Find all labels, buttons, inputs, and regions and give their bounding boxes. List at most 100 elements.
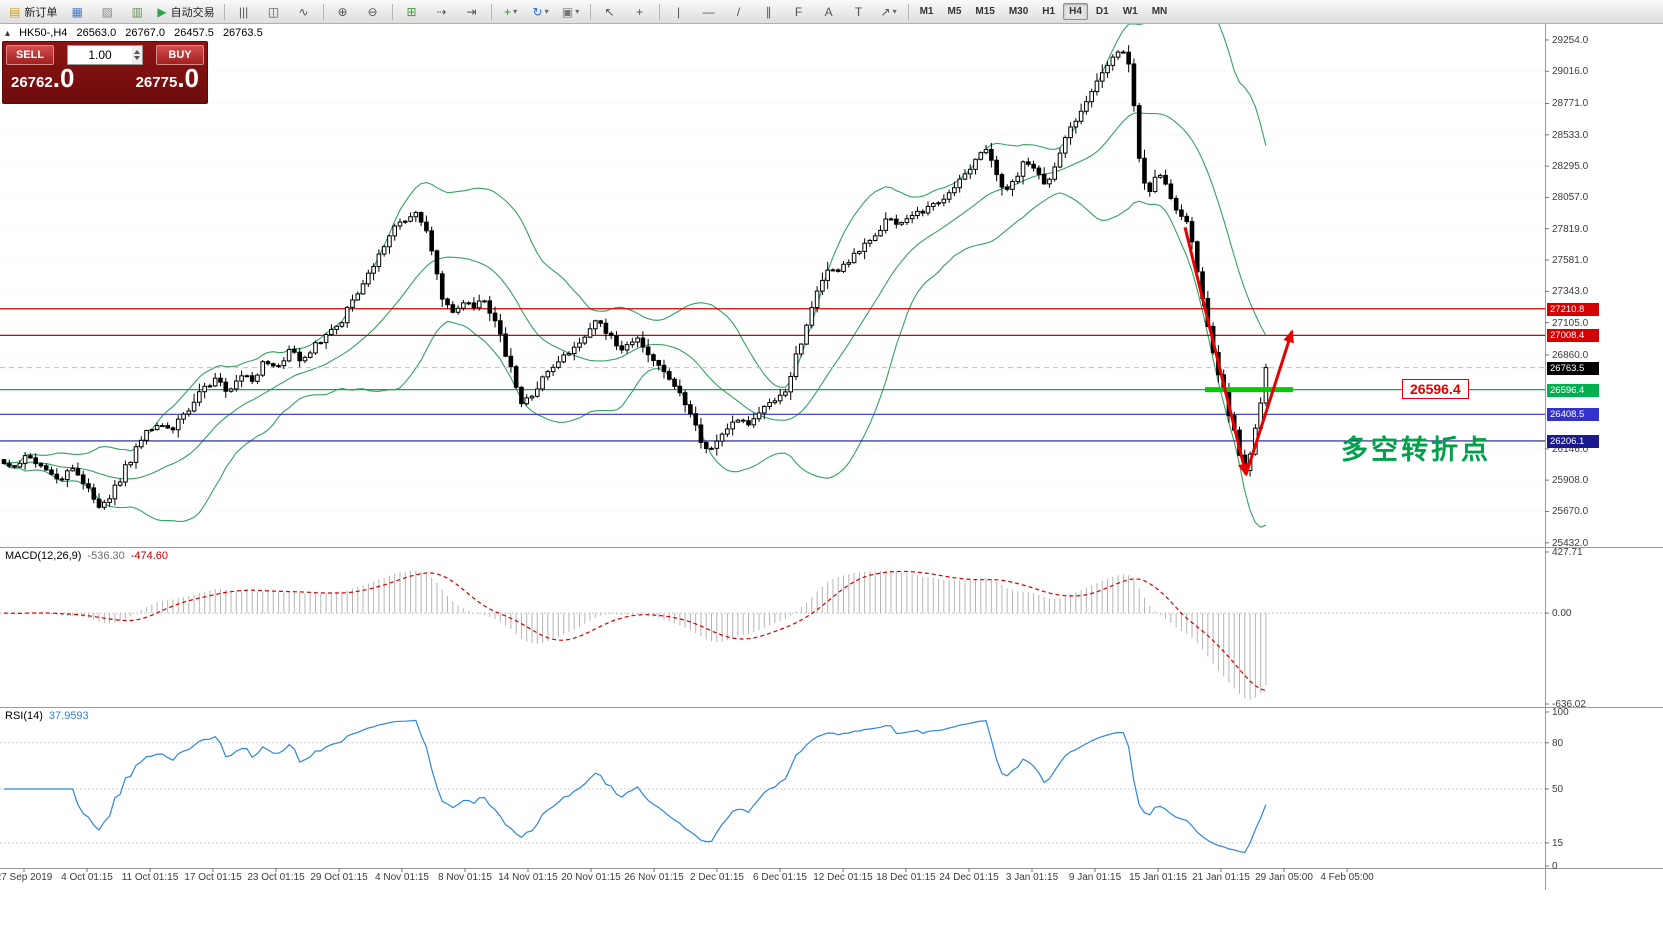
crosshair-icon-icon: + <box>636 4 644 19</box>
new-order-button-label: 新订单 <box>24 6 58 19</box>
text-icon-icon: A <box>824 4 833 19</box>
line-chart-icon-icon: ∿ <box>298 4 309 19</box>
sell-button[interactable]: SELL <box>6 45 54 65</box>
snapshot-icon-caret-icon[interactable]: ▾ <box>575 7 580 16</box>
one-click-collapse-icon[interactable]: ▴ <box>5 28 11 39</box>
volume-stepper[interactable] <box>67 45 143 65</box>
buy-button[interactable]: BUY <box>156 45 204 65</box>
auto-trading-button-label: 自动交易 <box>170 6 215 19</box>
auto-scroll-icon[interactable]: ⇢ <box>428 1 456 23</box>
timeframe-m30-button[interactable]: M30 <box>1008 6 1029 17</box>
add-indicator-button-caret-icon[interactable]: ▾ <box>513 7 518 16</box>
add-indicator-icon: + <box>504 4 512 19</box>
timeframe-h4-button[interactable]: H4 <box>1063 3 1088 20</box>
equidistant-channel-icon[interactable]: ∥ <box>755 1 783 23</box>
macd-indicator-label: MACD(12,26,9) -536.30 -474.60 <box>5 550 168 562</box>
one-click-trading-panel: SELL BUY 26762.0 26775.0 <box>2 41 208 104</box>
panel-separators-layer <box>0 24 1663 890</box>
price-callout-label[interactable]: 26596.4 <box>1402 379 1469 399</box>
ohlc-close: 26763.5 <box>222 27 263 39</box>
ohlc-open: 26563.0 <box>76 27 117 39</box>
volume-up-icon[interactable] <box>134 50 140 54</box>
arrows-tool-icon[interactable]: ↗ ▾ <box>875 1 903 23</box>
new-order-button[interactable]: ▤ 新订单 <box>5 1 61 23</box>
zoom-in-icon[interactable]: ⊕ <box>329 1 357 23</box>
buy-price-main: 26775 <box>135 74 178 91</box>
vertical-line-icon-icon: | <box>677 4 681 19</box>
timeframe-m15-button[interactable]: M15 <box>975 6 995 17</box>
auto-trading-icon: ▶ <box>157 4 167 19</box>
rsi-value: 37.9593 <box>48 710 89 722</box>
volume-down-icon[interactable] <box>134 56 140 60</box>
profiles-icon-icon: ▧ <box>101 4 114 19</box>
text-label-icon-icon: T <box>854 4 863 19</box>
text-label-icon[interactable]: T <box>845 1 873 23</box>
macd-value-main: -536.30 <box>87 550 125 562</box>
toolbar-separator <box>391 3 393 20</box>
auto-scroll-icon-icon: ⇢ <box>436 4 447 19</box>
toolbar-separator <box>658 3 660 20</box>
tile-windows-icon[interactable]: ⊞ <box>398 1 426 23</box>
ohlc-high: 26767.0 <box>125 27 166 39</box>
add-indicator-button[interactable]: + ▾ <box>497 1 525 23</box>
arrows-tool-icon-caret-icon[interactable]: ▾ <box>892 7 897 16</box>
rsi-indicator-label: RSI(14) 37.9593 <box>5 710 89 722</box>
candlestick-chart-icon[interactable]: ◫ <box>260 1 288 23</box>
symbol-ohlc-line: ▴ HK50-,H4 26563.0 26767.0 26457.5 26763… <box>5 27 269 39</box>
sell-price[interactable]: 26762.0 <box>11 65 74 92</box>
toolbar-separator <box>490 3 492 20</box>
drawings-layer <box>1183 226 1294 477</box>
horizontal-line-icon[interactable]: — <box>695 1 723 23</box>
market-watch-icon[interactable]: ▥ <box>123 1 151 23</box>
macd-name: MACD(12,26,9) <box>5 550 82 562</box>
price-level-lines-layer <box>0 308 1545 442</box>
chart-window-icon-icon: ▦ <box>71 4 84 19</box>
volume-input[interactable] <box>68 47 132 63</box>
cursor-icon[interactable]: ↖ <box>596 1 624 23</box>
timeframe-m1-button[interactable]: M1 <box>919 6 934 17</box>
toolbar-separator <box>907 3 909 20</box>
toolbar-separator <box>322 3 324 20</box>
period-refresh-icon-icon: ↻ <box>532 4 543 19</box>
macd-value-signal: -474.60 <box>130 550 169 562</box>
arrows-tool-icon-icon: ↗ <box>880 4 891 19</box>
chart-shift-icon[interactable]: ⇥ <box>458 1 486 23</box>
text-icon[interactable]: A <box>815 1 843 23</box>
market-watch-icon-icon: ▥ <box>131 4 144 19</box>
snapshot-icon[interactable]: ▣ ▾ <box>557 1 585 23</box>
toolbar-separator <box>223 3 225 20</box>
profiles-icon[interactable]: ▧ <box>93 1 121 23</box>
timeframe-h1-button[interactable]: H1 <box>1042 6 1056 17</box>
auto-trading-button[interactable]: ▶ 自动交易 <box>153 1 218 23</box>
line-chart-icon[interactable]: ∿ <box>290 1 318 23</box>
timeframe-m5-button[interactable]: M5 <box>947 6 962 17</box>
sell-price-main: 26762 <box>11 74 53 91</box>
snapshot-icon-icon: ▣ <box>561 4 574 19</box>
candles-layer <box>1 45 1269 510</box>
chart-shift-icon-icon: ⇥ <box>466 4 477 19</box>
vertical-line-icon[interactable]: | <box>665 1 693 23</box>
tile-windows-icon-icon: ⊞ <box>406 4 417 19</box>
trendline-icon-icon: / <box>736 4 741 19</box>
buy-price-sub: .0 <box>177 63 199 93</box>
period-refresh-icon[interactable]: ↻ ▾ <box>527 1 555 23</box>
zoom-out-icon[interactable]: ⊖ <box>359 1 387 23</box>
zoom-out-icon-icon: ⊖ <box>367 4 378 19</box>
turning-point-annotation[interactable]: 多空转折点 <box>1341 435 1491 466</box>
timeframe-mn-button[interactable]: MN <box>1151 6 1168 17</box>
bar-chart-icon[interactable]: ||| <box>230 1 258 23</box>
fibonacci-icon[interactable]: F <box>785 1 813 23</box>
fibonacci-icon-icon: F <box>794 4 803 19</box>
timeframe-w1-button[interactable]: W1 <box>1122 6 1138 17</box>
trendline-icon[interactable]: / <box>725 1 753 23</box>
volume-spinner[interactable] <box>132 46 142 64</box>
buy-price[interactable]: 26775.0 <box>135 63 199 93</box>
horizontal-line-icon-icon: — <box>702 4 715 19</box>
macd-layer <box>0 570 1545 700</box>
period-refresh-icon-caret-icon[interactable]: ▾ <box>544 7 549 16</box>
crosshair-icon[interactable]: + <box>626 1 654 23</box>
chart-window-icon[interactable]: ▦ <box>63 1 91 23</box>
timeframe-d1-button[interactable]: D1 <box>1095 6 1109 17</box>
